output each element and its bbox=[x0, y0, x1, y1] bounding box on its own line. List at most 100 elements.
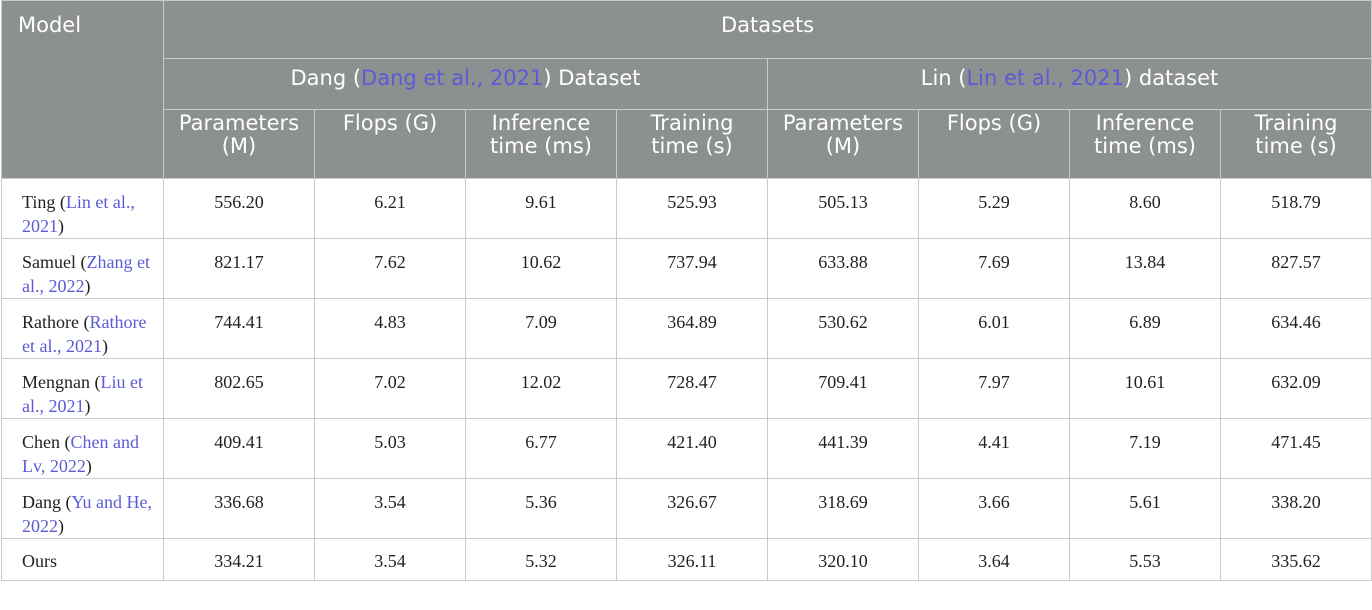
value-cell: 7.62 bbox=[314, 238, 466, 299]
model-citation[interactable]: Lin et al., 2021 bbox=[22, 192, 135, 236]
value-cell: 471.45 bbox=[1219, 418, 1372, 479]
column-header-line: Parameters bbox=[178, 111, 300, 135]
value-cell: 5.36 bbox=[465, 478, 617, 539]
value-cell: 4.41 bbox=[918, 418, 1070, 479]
value-cell: 3.54 bbox=[314, 478, 466, 539]
value-cell: 6.89 bbox=[1069, 298, 1221, 359]
model-name-suffix: ) bbox=[85, 456, 92, 476]
dang-dataset-citation[interactable]: Dang et al., 2021 bbox=[361, 66, 544, 90]
model-cell: Samuel (Zhang et al., 2022) bbox=[1, 238, 164, 299]
value-cell: 632.09 bbox=[1219, 358, 1372, 419]
value-cell: 505.13 bbox=[767, 178, 919, 239]
model-citation[interactable]: Chen and Lv, 2022 bbox=[22, 432, 139, 476]
value-cell: 320.10 bbox=[767, 538, 919, 581]
table-row: Samuel (Zhang et al., 2022) 821.17 7.62 10.… bbox=[1, 238, 1372, 299]
model-name-suffix: ) bbox=[84, 276, 91, 296]
column-header-line: time (ms) bbox=[490, 134, 592, 158]
dang-dataset-label: Dang ( bbox=[290, 66, 362, 90]
column-header: Training time (s) bbox=[616, 109, 768, 179]
value-cell: 7.19 bbox=[1069, 418, 1221, 479]
lin-dataset-label: Lin ( bbox=[920, 66, 967, 90]
model-cell: Mengnan (Liu et al., 2021) bbox=[1, 358, 164, 419]
value-cell: 338.20 bbox=[1219, 478, 1372, 539]
value-cell: 7.09 bbox=[465, 298, 617, 359]
model-header: Model bbox=[1, 0, 164, 179]
model-name: Ours bbox=[22, 551, 57, 571]
dang-dataset-header: Dang (Dang et al., 2021) Dataset bbox=[163, 58, 768, 110]
lin-dataset-label-suffix: ) dataset bbox=[1124, 66, 1219, 90]
value-cell: 525.93 bbox=[616, 178, 768, 239]
table-row: Dang (Yu and He, 2022) 336.68 3.54 5.36 326.… bbox=[1, 478, 1372, 539]
table-row: Mengnan (Liu et al., 2021) 802.65 7.02 12.0… bbox=[1, 358, 1372, 419]
table-row: Chen (Chen and Lv, 2022) 409.41 5.03 6.77 42… bbox=[1, 418, 1372, 479]
model-name-suffix: ) bbox=[58, 516, 64, 536]
model-name: Ting ( bbox=[22, 192, 66, 212]
column-header: Parameters (M) bbox=[163, 109, 315, 179]
value-cell: 530.62 bbox=[767, 298, 919, 359]
value-cell: 3.54 bbox=[314, 538, 466, 581]
value-cell: 13.84 bbox=[1069, 238, 1221, 299]
value-cell: 9.61 bbox=[465, 178, 617, 239]
model-cell: Ting (Lin et al., 2021) bbox=[1, 178, 164, 239]
value-cell: 6.01 bbox=[918, 298, 1070, 359]
value-cell: 5.32 bbox=[465, 538, 617, 581]
value-cell: 3.66 bbox=[918, 478, 1070, 539]
model-name: Dang ( bbox=[22, 492, 72, 512]
column-header-line: Inference bbox=[491, 111, 591, 135]
model-name: Samuel ( bbox=[22, 252, 87, 272]
model-citation[interactable]: Zhang et al., 2022 bbox=[22, 252, 150, 296]
value-cell: 326.11 bbox=[616, 538, 768, 581]
column-header: Parameters (M) bbox=[767, 109, 919, 179]
table-row: Ting (Lin et al., 2021) 556.20 6.21 9.61 525… bbox=[1, 178, 1372, 239]
value-cell: 5.53 bbox=[1069, 538, 1221, 581]
value-cell: 633.88 bbox=[767, 238, 919, 299]
value-cell: 335.62 bbox=[1219, 538, 1372, 581]
model-citation[interactable]: Rathore et al., 2021 bbox=[22, 312, 147, 356]
model-name-suffix: ) bbox=[58, 216, 64, 236]
model-citation[interactable]: Liu et al., 2021 bbox=[22, 372, 143, 416]
value-cell: 7.97 bbox=[918, 358, 1070, 419]
value-cell: 441.39 bbox=[767, 418, 919, 479]
value-cell: 326.67 bbox=[616, 478, 768, 539]
results-table: Model Datasets Dang (Dang et al., 2021) … bbox=[1, 0, 1372, 581]
value-cell: 709.41 bbox=[767, 358, 919, 419]
value-cell: 7.69 bbox=[918, 238, 1070, 299]
value-cell: 518.79 bbox=[1219, 178, 1372, 239]
value-cell: 409.41 bbox=[163, 418, 315, 479]
value-cell: 6.77 bbox=[465, 418, 617, 479]
value-cell: 556.20 bbox=[163, 178, 315, 239]
value-cell: 5.61 bbox=[1069, 478, 1221, 539]
value-cell: 5.29 bbox=[918, 178, 1070, 239]
value-cell: 421.40 bbox=[616, 418, 768, 479]
model-cell: Dang (Yu and He, 2022) bbox=[1, 478, 164, 539]
value-cell: 4.83 bbox=[314, 298, 466, 359]
model-citation[interactable]: Yu and He, 2022 bbox=[22, 492, 152, 536]
value-cell: 10.62 bbox=[465, 238, 617, 299]
column-header: Inference time (ms) bbox=[465, 109, 617, 179]
table-row: Rathore (Rathore et al., 2021) 744.41 4.83… bbox=[1, 298, 1372, 359]
model-name: Rathore ( bbox=[22, 312, 90, 332]
column-header: Flops (G) bbox=[918, 109, 1070, 179]
value-cell: 728.47 bbox=[616, 358, 768, 419]
value-cell: 12.02 bbox=[465, 358, 617, 419]
lin-dataset-header: Lin (Lin et al., 2021) dataset bbox=[766, 58, 1372, 110]
column-header-line: time (s) bbox=[1255, 134, 1337, 158]
value-cell: 821.17 bbox=[163, 238, 315, 299]
column-header-line: (M) bbox=[825, 134, 861, 158]
value-cell: 334.21 bbox=[163, 538, 315, 581]
column-header-line: Inference bbox=[1095, 111, 1195, 135]
model-name-suffix: ) bbox=[84, 396, 91, 416]
value-cell: 827.57 bbox=[1219, 238, 1372, 299]
model-name-suffix: ) bbox=[101, 336, 108, 356]
value-cell: 744.41 bbox=[163, 298, 315, 359]
value-cell: 364.89 bbox=[616, 298, 768, 359]
column-header: Training time (s) bbox=[1219, 109, 1372, 179]
column-header-line: Parameters bbox=[782, 111, 904, 135]
datasets-header: Datasets bbox=[162, 0, 1372, 59]
value-cell: 318.69 bbox=[767, 478, 919, 539]
column-header-line: time (s) bbox=[651, 134, 733, 158]
value-cell: 5.03 bbox=[314, 418, 466, 479]
lin-dataset-citation[interactable]: Lin et al., 2021 bbox=[966, 66, 1125, 90]
dang-dataset-label-suffix: ) Dataset bbox=[543, 66, 641, 90]
value-cell: 802.65 bbox=[163, 358, 315, 419]
